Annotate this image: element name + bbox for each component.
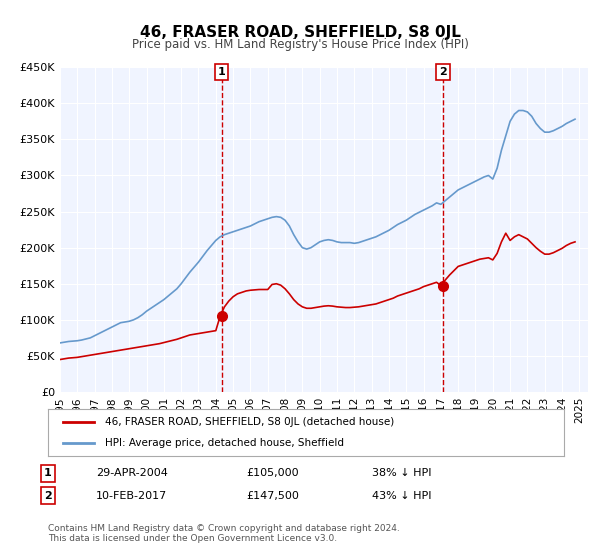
Text: 10-FEB-2017: 10-FEB-2017 <box>96 491 167 501</box>
Text: 2: 2 <box>44 491 52 501</box>
Text: Contains HM Land Registry data © Crown copyright and database right 2024.
This d: Contains HM Land Registry data © Crown c… <box>48 524 400 543</box>
Text: £105,000: £105,000 <box>246 468 299 478</box>
Text: 46, FRASER ROAD, SHEFFIELD, S8 0JL (detached house): 46, FRASER ROAD, SHEFFIELD, S8 0JL (deta… <box>105 417 394 427</box>
Text: HPI: Average price, detached house, Sheffield: HPI: Average price, detached house, Shef… <box>105 438 344 448</box>
Text: 46, FRASER ROAD, SHEFFIELD, S8 0JL: 46, FRASER ROAD, SHEFFIELD, S8 0JL <box>140 25 460 40</box>
Text: 38% ↓ HPI: 38% ↓ HPI <box>372 468 431 478</box>
Text: 43% ↓ HPI: 43% ↓ HPI <box>372 491 431 501</box>
Text: 2: 2 <box>439 67 447 77</box>
Text: £147,500: £147,500 <box>246 491 299 501</box>
Text: 1: 1 <box>218 67 226 77</box>
Text: 29-APR-2004: 29-APR-2004 <box>96 468 168 478</box>
Text: Price paid vs. HM Land Registry's House Price Index (HPI): Price paid vs. HM Land Registry's House … <box>131 38 469 50</box>
Text: 1: 1 <box>44 468 52 478</box>
